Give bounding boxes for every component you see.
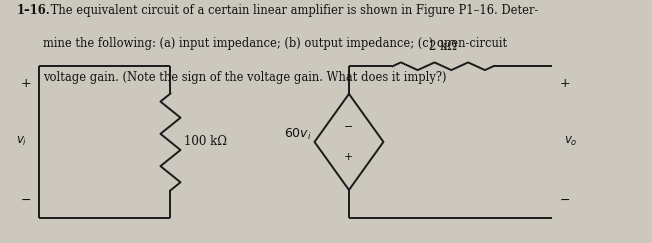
Text: 100 kΩ: 100 kΩ xyxy=(185,135,228,148)
Text: The equivalent circuit of a certain linear amplifier is shown in Figure P1–16. D: The equivalent circuit of a certain line… xyxy=(47,4,539,17)
Text: $v_i$: $v_i$ xyxy=(16,135,27,148)
Text: +: + xyxy=(21,77,31,90)
Text: −: − xyxy=(344,122,353,131)
Text: −: − xyxy=(21,194,31,207)
Text: $v_o$: $v_o$ xyxy=(564,135,578,148)
Text: voltage gain. (Note the sign of the voltage gain. What does it imply?): voltage gain. (Note the sign of the volt… xyxy=(43,71,446,84)
Text: +: + xyxy=(344,152,353,162)
Text: 1–16.: 1–16. xyxy=(17,4,51,17)
Text: 2 kΩ: 2 kΩ xyxy=(429,40,457,53)
Text: $60v_i$: $60v_i$ xyxy=(284,127,312,142)
Text: +: + xyxy=(560,77,570,90)
Text: mine the following: (a) input impedance; (b) output impedance; (c) open-circuit: mine the following: (a) input impedance;… xyxy=(43,37,507,50)
Text: −: − xyxy=(560,194,570,207)
